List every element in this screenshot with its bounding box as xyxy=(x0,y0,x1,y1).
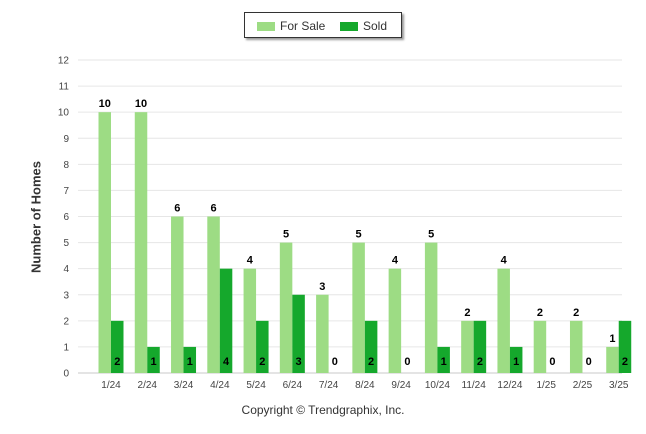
bar-for-sale[interactable] xyxy=(569,320,583,373)
x-axis-ticks: 1/24 2/24 3/24 4/24 5/24 6/24 7/24 8/24 9/24 10/2… xyxy=(101,380,629,391)
bar-sold[interactable] xyxy=(473,320,487,373)
data-label-sold: 2 xyxy=(477,356,483,368)
bars xyxy=(98,112,632,374)
y-tick-label: 11 xyxy=(59,82,70,93)
data-label-sold: 2 xyxy=(622,356,628,368)
bar-sold[interactable] xyxy=(147,346,160,373)
bar-sold[interactable] xyxy=(111,320,124,373)
y-tick-label: 8 xyxy=(63,160,69,171)
y-tick-label: 10 xyxy=(58,108,70,119)
x-tick-label: 2/25 xyxy=(573,380,593,391)
bar-for-sale[interactable] xyxy=(533,320,547,373)
x-tick-label: 2/24 xyxy=(138,380,158,391)
x-tick-label: 11/24 xyxy=(462,380,487,391)
bar-for-sale[interactable] xyxy=(461,320,474,373)
bar-for-sale[interactable] xyxy=(243,268,257,373)
x-tick-label: 6/24 xyxy=(283,380,303,391)
data-label-sold: 1 xyxy=(187,356,193,368)
data-label-sold: 1 xyxy=(441,356,447,368)
y-tick-label: 3 xyxy=(63,290,69,301)
bar-sold[interactable] xyxy=(618,320,632,373)
bar-for-sale[interactable] xyxy=(497,268,510,373)
y-tick-label: 2 xyxy=(63,316,69,327)
data-label-for-sale: 3 xyxy=(319,281,325,293)
bar-for-sale[interactable] xyxy=(134,112,148,374)
legend-item-sold[interactable]: Sold xyxy=(340,19,387,33)
data-label-for-sale: 10 xyxy=(99,98,111,110)
legend-swatch-for-sale xyxy=(257,22,275,32)
x-tick-label: 7/24 xyxy=(319,380,339,391)
data-label-sold: 0 xyxy=(549,356,555,368)
bar-sold[interactable] xyxy=(183,346,197,373)
x-tick-label: 10/24 xyxy=(425,380,450,391)
bar-sold[interactable] xyxy=(437,346,450,373)
gridlines xyxy=(78,59,622,374)
data-label-for-sale: 1 xyxy=(609,333,615,345)
copyright-text: Copyright © Trendgraphix, Inc. xyxy=(241,403,405,417)
bar-for-sale[interactable] xyxy=(207,216,220,374)
data-label-sold: 0 xyxy=(586,356,592,368)
data-label-sold: 1 xyxy=(513,356,519,368)
data-label-for-sale: 5 xyxy=(428,229,434,241)
data-label-for-sale: 6 xyxy=(210,203,216,215)
x-tick-label: 12/24 xyxy=(497,380,522,391)
bar-for-sale[interactable] xyxy=(606,346,619,373)
y-tick-label: 0 xyxy=(63,369,69,380)
bar-sold[interactable] xyxy=(256,320,269,373)
data-label-sold: 0 xyxy=(332,356,338,368)
data-label-sold: 2 xyxy=(114,356,120,368)
legend-item-for-sale[interactable]: For Sale xyxy=(257,19,325,33)
x-tick-label: 9/24 xyxy=(391,380,411,391)
y-tick-label: 12 xyxy=(58,56,70,67)
legend-swatch-sold xyxy=(340,22,358,32)
data-label-for-sale: 6 xyxy=(174,203,180,215)
x-tick-label: 3/24 xyxy=(174,380,194,391)
bar-sold[interactable] xyxy=(219,268,233,373)
y-tick-label: 4 xyxy=(63,264,69,275)
x-tick-label: 5/24 xyxy=(246,380,266,391)
data-label-for-sale: 4 xyxy=(392,255,399,267)
data-label-for-sale: 2 xyxy=(464,307,470,319)
data-label-sold: 1 xyxy=(150,356,156,368)
bar-sold[interactable] xyxy=(509,346,523,373)
data-label-for-sale: 5 xyxy=(283,229,289,241)
legend-label-for-sale: For Sale xyxy=(280,19,326,33)
data-label-for-sale: 4 xyxy=(247,255,254,267)
data-label-for-sale: 2 xyxy=(573,307,579,319)
bar-for-sale[interactable] xyxy=(98,112,112,374)
bar-for-sale[interactable] xyxy=(352,242,365,373)
bar-for-sale[interactable] xyxy=(279,242,293,373)
y-tick-label: 7 xyxy=(63,186,69,197)
legend-label-sold: Sold xyxy=(363,19,388,33)
y-tick-label: 9 xyxy=(63,134,69,145)
bar-for-sale[interactable] xyxy=(171,216,184,374)
x-tick-label: 3/25 xyxy=(609,380,629,391)
y-tick-label: 1 xyxy=(63,342,69,353)
legend: For Sale Sold xyxy=(244,12,402,38)
data-label-for-sale: 2 xyxy=(537,307,543,319)
y-axis-label: Number of Homes xyxy=(28,161,44,273)
x-tick-label: 4/24 xyxy=(210,380,230,391)
data-label-sold: 0 xyxy=(404,356,410,368)
y-tick-label: 5 xyxy=(63,238,69,249)
data-label-sold: 2 xyxy=(368,356,374,368)
y-tick-label: 6 xyxy=(63,212,69,223)
bar-sold[interactable] xyxy=(364,320,378,373)
data-label-for-sale: 4 xyxy=(501,255,508,267)
data-label-sold: 4 xyxy=(223,356,230,368)
data-label-for-sale: 10 xyxy=(135,98,147,110)
x-tick-label: 1/25 xyxy=(536,380,556,391)
bar-for-sale[interactable] xyxy=(388,268,402,373)
x-tick-label: 8/24 xyxy=(355,380,375,391)
bar-for-sale[interactable] xyxy=(424,242,438,373)
data-label-sold: 3 xyxy=(296,356,302,368)
data-label-sold: 2 xyxy=(259,356,265,368)
bar-sold[interactable] xyxy=(292,294,305,373)
data-label-for-sale: 5 xyxy=(356,229,362,241)
x-tick-label: 1/24 xyxy=(101,380,121,391)
bar-for-sale[interactable] xyxy=(316,294,329,373)
